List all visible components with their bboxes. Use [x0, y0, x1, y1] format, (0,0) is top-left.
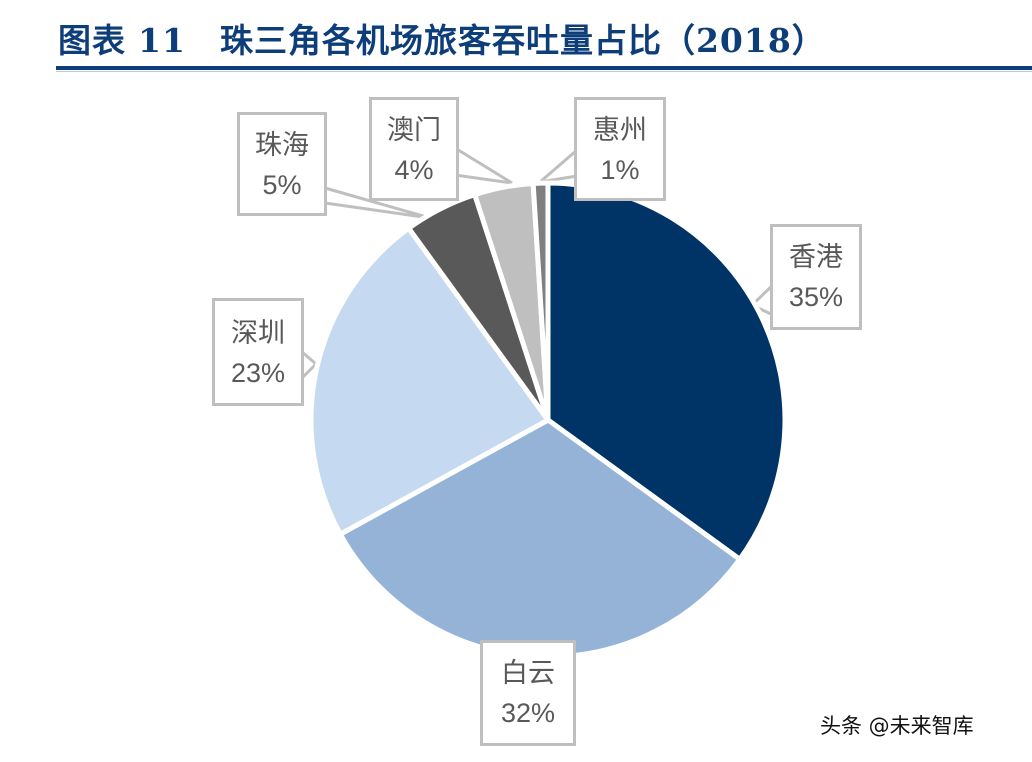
- callout-label: 惠州: [593, 115, 647, 145]
- callout-macau: 澳门 4%: [369, 97, 459, 201]
- pie-slices: [308, 180, 788, 660]
- callout-zhuhai: 珠海 5%: [237, 112, 327, 216]
- callout-baiyun: 白云 32%: [480, 640, 576, 746]
- callout-label: 香港: [789, 242, 843, 272]
- callout-label: 澳门: [387, 115, 441, 145]
- callout-hongkong: 香港 35%: [770, 224, 862, 330]
- pie-slice-2: [308, 225, 551, 537]
- leader-line: [301, 350, 317, 366]
- pie-slice-5: [530, 180, 551, 423]
- leader-line: [539, 148, 578, 184]
- callout-value: 32%: [500, 698, 556, 728]
- figure-title: 珠三角各机场旅客吞吐量占比（2018）: [219, 21, 826, 60]
- leader-line: [324, 201, 431, 220]
- title-divider-thin: [56, 71, 1032, 72]
- callout-label: 珠海: [255, 130, 309, 160]
- leader-line: [324, 186, 431, 220]
- chart-title: 图表 11 珠三角各机场旅客吞吐量占比（2018）: [58, 14, 826, 62]
- leader-line: [454, 146, 513, 185]
- callout-value: 1%: [600, 155, 640, 185]
- title-divider: [56, 66, 1032, 70]
- figure-number: 11: [138, 21, 186, 60]
- leader-line: [300, 362, 318, 380]
- watermark: 头条 @未来智库: [820, 714, 974, 738]
- callout-value: 23%: [230, 358, 286, 388]
- callout-huizhou: 惠州 1%: [574, 97, 666, 201]
- leader-line: [454, 173, 513, 185]
- figure-label: 图表: [58, 21, 126, 60]
- callout-value: 5%: [262, 170, 302, 200]
- callout-value: 35%: [788, 282, 844, 312]
- callout-value: 4%: [394, 155, 434, 185]
- callout-label: 白云: [501, 658, 555, 688]
- callout-shenzhen: 深圳 23%: [212, 298, 304, 406]
- callout-label: 深圳: [231, 318, 285, 348]
